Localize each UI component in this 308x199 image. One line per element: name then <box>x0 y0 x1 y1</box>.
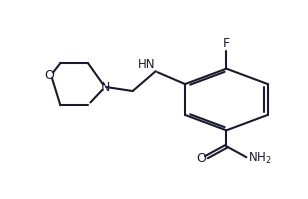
Text: HN: HN <box>138 58 155 71</box>
Text: N: N <box>100 81 110 94</box>
Text: O: O <box>196 152 206 165</box>
Text: NH$_2$: NH$_2$ <box>248 151 272 166</box>
Text: F: F <box>223 37 230 50</box>
Text: O: O <box>45 69 55 82</box>
